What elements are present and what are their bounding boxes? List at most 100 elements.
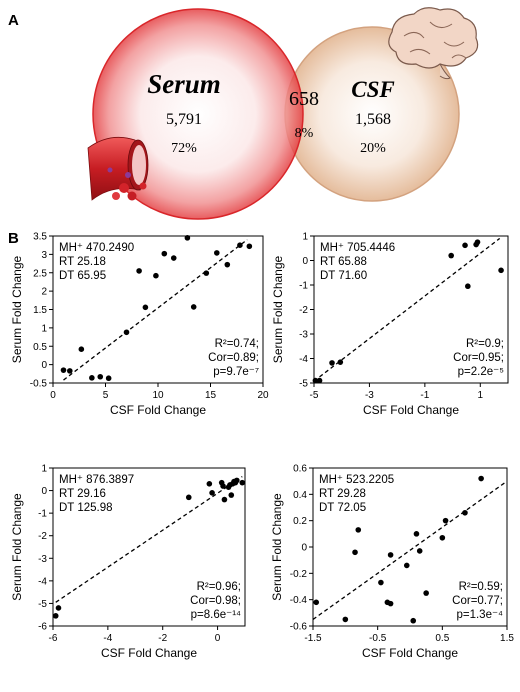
x-tick-label: 0 bbox=[50, 390, 56, 401]
data-point bbox=[352, 549, 358, 556]
stats-line: Cor=0.77; bbox=[452, 595, 503, 607]
data-point bbox=[478, 475, 484, 482]
x-tick-label: 10 bbox=[152, 390, 164, 401]
annotation-line: RT 65.88 bbox=[320, 256, 367, 268]
y-tick-label: 0 bbox=[41, 486, 47, 497]
data-point bbox=[221, 496, 228, 503]
y-tick-label: -5 bbox=[38, 599, 47, 610]
scatter-plots: 0 5 10 15 20-0.500.511.522.533.5MH⁺ 470.2490… bbox=[10, 232, 514, 661]
annotation-line: RT 29.28 bbox=[319, 488, 366, 500]
data-point bbox=[410, 617, 417, 624]
data-point bbox=[52, 613, 59, 619]
venn-diagram: Serum 5,791 72% 658 8% CSF 1,568 20% bbox=[87, 7, 479, 220]
data-point bbox=[378, 579, 384, 586]
y-tick-label: -1 bbox=[38, 509, 47, 520]
data-point bbox=[403, 562, 410, 569]
annotation-line: MH⁺ 470.2490 bbox=[59, 242, 134, 254]
y-tick-label: -0.6 bbox=[290, 622, 308, 633]
stats-line: p=1.3e⁻⁴ bbox=[456, 609, 503, 621]
data-point bbox=[214, 250, 220, 256]
annotation-line: DT 125.98 bbox=[59, 502, 113, 514]
data-point bbox=[170, 255, 177, 261]
y-tick-label: 0 bbox=[302, 256, 308, 267]
x-tick-label: -3 bbox=[365, 390, 374, 401]
overlap-count: 658 bbox=[289, 88, 319, 110]
scatter-plot-2: -5 -3 -1 1 -5 -4 -3 -2 -1 0 1 MH⁺ 705.4446 RT 65.88 D… bbox=[271, 232, 509, 417]
y-tick-label: -5 bbox=[299, 379, 308, 390]
regression-line bbox=[55, 476, 243, 603]
data-point bbox=[342, 616, 349, 623]
data-point bbox=[209, 490, 215, 496]
data-point bbox=[465, 283, 471, 290]
data-point bbox=[439, 534, 446, 541]
annotation-line: RT 29.16 bbox=[59, 488, 106, 500]
annotation-line: DT 71.60 bbox=[320, 270, 367, 282]
annotation-line: MH⁺ 876.3897 bbox=[59, 474, 134, 486]
y-tick-label: -0.4 bbox=[290, 595, 308, 606]
y-tick-label: 0.4 bbox=[293, 490, 307, 501]
y-tick-label: -3 bbox=[38, 554, 47, 565]
data-point bbox=[55, 605, 62, 611]
stats-line: p=9.7e⁻⁷ bbox=[213, 366, 259, 378]
y-tick-label: 1 bbox=[302, 232, 308, 243]
regression-line bbox=[319, 237, 501, 378]
data-point bbox=[462, 509, 468, 516]
csf-title: CSF bbox=[351, 77, 394, 102]
data-point bbox=[60, 367, 67, 373]
regression-line bbox=[312, 480, 508, 620]
data-point bbox=[237, 242, 243, 248]
stats-line: R²=0.59; bbox=[459, 581, 503, 593]
plot-frame bbox=[52, 467, 246, 627]
x-tick-label: 20 bbox=[257, 390, 269, 401]
y-tick-label: -4 bbox=[38, 576, 47, 587]
regression-line bbox=[63, 239, 248, 381]
y-tick-label: -2 bbox=[38, 531, 47, 542]
data-point bbox=[316, 377, 323, 384]
stats-line: Cor=0.89; bbox=[208, 352, 259, 364]
y-tick-label: 0.5 bbox=[33, 342, 47, 353]
data-point bbox=[89, 375, 95, 381]
data-point bbox=[498, 267, 504, 274]
csf-percent: 20% bbox=[360, 141, 386, 156]
serum-percent: 72% bbox=[171, 141, 197, 156]
y-tick-label: 0.6 bbox=[293, 464, 307, 475]
data-point bbox=[123, 329, 130, 336]
panel-a-label: A bbox=[8, 12, 19, 29]
data-point bbox=[355, 527, 362, 533]
scatter-plot-1: 0 5 10 15 20-0.500.511.522.533.5MH⁺ 470.2490… bbox=[10, 232, 269, 418]
x-tick-label: -1 bbox=[420, 390, 429, 401]
data-point bbox=[442, 517, 449, 524]
y-tick-label: 3 bbox=[41, 250, 47, 261]
stats-line: R²=0.74; bbox=[215, 338, 259, 350]
data-point bbox=[329, 360, 335, 366]
y-tick-label: -1 bbox=[299, 281, 308, 292]
serum-title: Serum bbox=[147, 69, 221, 99]
data-point bbox=[224, 261, 231, 268]
data-point bbox=[203, 270, 210, 276]
y-axis-label: Serum Fold Change bbox=[10, 255, 24, 363]
annotation-line: RT 25.18 bbox=[59, 256, 106, 268]
scatter-plot-3: -6 -4 -2 0 -6 -5 -4 -3 -2 -1 0 1 MH⁺ 876.3897 RT 29.1… bbox=[10, 464, 246, 660]
data-point bbox=[97, 373, 104, 380]
data-point bbox=[185, 494, 192, 501]
x-tick-label: -1.5 bbox=[304, 633, 322, 644]
data-point bbox=[416, 548, 423, 554]
x-tick-label: 15 bbox=[205, 390, 217, 401]
blood-vessel-illustration bbox=[87, 136, 149, 201]
stats-line: p=2.2e⁻⁵ bbox=[458, 366, 505, 378]
stats-line: Cor=0.98; bbox=[190, 595, 241, 607]
data-point bbox=[142, 304, 149, 311]
data-point bbox=[413, 531, 420, 537]
data-point bbox=[78, 346, 85, 352]
overlap-percent: 8% bbox=[295, 126, 314, 141]
x-axis-label: CSF Fold Change bbox=[101, 646, 197, 660]
annotation-line: MH⁺ 705.4446 bbox=[320, 242, 395, 254]
x-tick-label: 5 bbox=[103, 390, 109, 401]
x-tick-label: -5 bbox=[310, 390, 319, 401]
y-tick-label: -0.5 bbox=[30, 379, 48, 390]
csf-count: 1,568 bbox=[355, 111, 391, 128]
stats-line: Cor=0.95; bbox=[453, 352, 504, 364]
data-point bbox=[161, 250, 168, 257]
data-point bbox=[184, 235, 191, 241]
